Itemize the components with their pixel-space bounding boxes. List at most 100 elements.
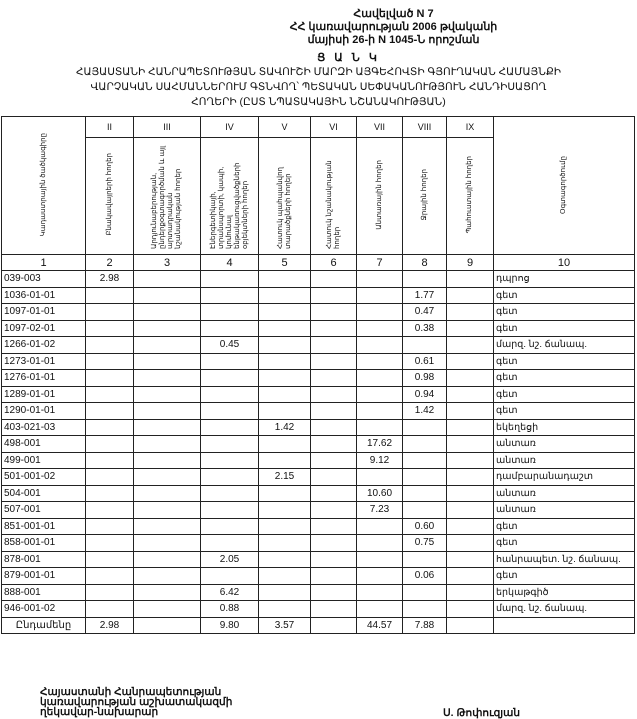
column-header-label: Օգտագործումը — [560, 155, 567, 214]
table-cell — [258, 501, 311, 519]
table-cell: 1273-01-01 — [1, 352, 86, 370]
table-cell: 0.06 — [402, 567, 447, 585]
column-header-label: Կադաստրային ծածկագիրը — [39, 132, 47, 237]
title-line: ՀԱՅԱՍՏԱՆԻ ՀԱՆՐԱՊԵՏՈՒԹՅԱՆ ՏԱՎՈՒՇԻ ՄԱՐԶԻ Ա… — [75, 66, 562, 78]
table-cell — [133, 435, 201, 453]
table-cell — [85, 517, 134, 535]
table-cell: անտառ — [493, 484, 635, 502]
table-cell: 3.57 — [258, 616, 311, 634]
table-cell — [402, 418, 447, 436]
column-header: Անտառային հողեր — [356, 137, 403, 255]
table-row: 1266-01-02 0.45 մարզ. նշ. ճանապ. — [1, 336, 635, 354]
table-cell — [446, 583, 494, 601]
table-cell — [356, 418, 403, 436]
table-cell: 0.94 — [402, 385, 447, 403]
table-cell — [258, 385, 311, 403]
table-cell — [310, 517, 357, 535]
table-cell — [85, 550, 134, 568]
table-cell — [356, 600, 403, 618]
table-cell — [446, 567, 494, 585]
table-cell — [200, 484, 259, 502]
table-cell: եկեղեցի — [493, 418, 635, 436]
column-number-row: 1 2 3 4 5 6 7 8 9 10 — [1, 254, 635, 271]
table-cell — [402, 435, 447, 453]
table-cell — [258, 352, 311, 370]
table-cell — [446, 517, 494, 535]
table-cell — [356, 369, 403, 387]
table-cell — [402, 451, 447, 469]
table-cell — [356, 583, 403, 601]
table-cell — [85, 369, 134, 387]
table-cell: IV — [200, 116, 259, 138]
table-cell: 1.42 — [402, 402, 447, 420]
table-cell: 3 — [133, 254, 201, 271]
table-cell — [85, 418, 134, 436]
table-cell: 039-003 — [1, 270, 86, 288]
table-cell: 7.88 — [402, 616, 447, 634]
table-cell — [310, 616, 357, 634]
table-cell: մարզ. նշ. ճանապ. — [493, 600, 635, 618]
table-cell — [356, 567, 403, 585]
column-header: Պահուստային հողեր — [446, 137, 494, 255]
table-cell — [133, 468, 201, 486]
table-cell: 1097-01-01 — [1, 303, 86, 321]
column-header: Ջրային հողեր — [402, 137, 447, 255]
table-cell: 44.57 — [356, 616, 403, 634]
footer-line: Հայաստանի Հանրապետության — [40, 686, 222, 698]
table-cell — [258, 600, 311, 618]
table-cell — [133, 517, 201, 535]
table-cell — [310, 534, 357, 552]
table-cell — [446, 451, 494, 469]
table-cell — [356, 550, 403, 568]
table-cell — [200, 451, 259, 469]
table-row: 879-001-01 0.06 գետ — [1, 567, 635, 585]
table-cell: 403-021-03 — [1, 418, 86, 436]
table-cell — [446, 501, 494, 519]
table-cell — [200, 369, 259, 387]
table-cell — [133, 352, 201, 370]
table-cell — [200, 303, 259, 321]
table-cell — [85, 286, 134, 304]
table-cell — [356, 468, 403, 486]
annex-line: ՀՀ կառավարության 2006 թվականի — [289, 21, 498, 33]
table-cell: VI — [310, 116, 357, 138]
table-cell — [356, 270, 403, 288]
table-cell — [258, 550, 311, 568]
table-row: 507-001 7.23 անտառ — [1, 501, 635, 519]
column-header-row: Բնակավայրերի հողեր Արդյունաբերության, ընդ… — [2, 137, 635, 255]
table-cell — [310, 270, 357, 288]
land-table: Կադաստրային ծածկագիրը II III IV V VI VII VIII IX… — [1, 116, 635, 634]
table-cell — [446, 319, 494, 337]
table-cell — [310, 600, 357, 618]
table-cell — [258, 286, 311, 304]
table-cell — [85, 385, 134, 403]
table-cell — [133, 270, 201, 288]
table-cell — [200, 385, 259, 403]
table-cell — [85, 303, 134, 321]
table-cell — [310, 369, 357, 387]
table-cell — [402, 583, 447, 601]
table-cell: 2 — [85, 254, 134, 271]
table-cell — [402, 468, 447, 486]
table-cell: հանրապետ. նշ. ճանապ. — [493, 550, 635, 568]
table-row: 1097-02-01 0.38 գետ — [1, 319, 635, 337]
table-cell — [356, 303, 403, 321]
table-cell — [200, 286, 259, 304]
table-cell — [133, 534, 201, 552]
column-header: Հատուկ նշանակության հողեր — [310, 137, 357, 255]
table-cell: 7 — [356, 254, 403, 271]
column-header-label: Ջրային հողեր — [420, 168, 428, 221]
table-cell: VII — [356, 116, 403, 138]
table-cell — [85, 402, 134, 420]
table-cell: 858-001-01 — [1, 534, 86, 552]
table-cell — [446, 534, 494, 552]
table-cell: 9 — [446, 254, 494, 271]
table-cell: 17.62 — [356, 435, 403, 453]
table-cell — [356, 352, 403, 370]
table-cell — [85, 583, 134, 601]
table-cell: 879-001-01 — [1, 567, 86, 585]
table-cell — [310, 550, 357, 568]
table-cell — [85, 567, 134, 585]
table-cell — [446, 484, 494, 502]
table-cell — [310, 418, 357, 436]
